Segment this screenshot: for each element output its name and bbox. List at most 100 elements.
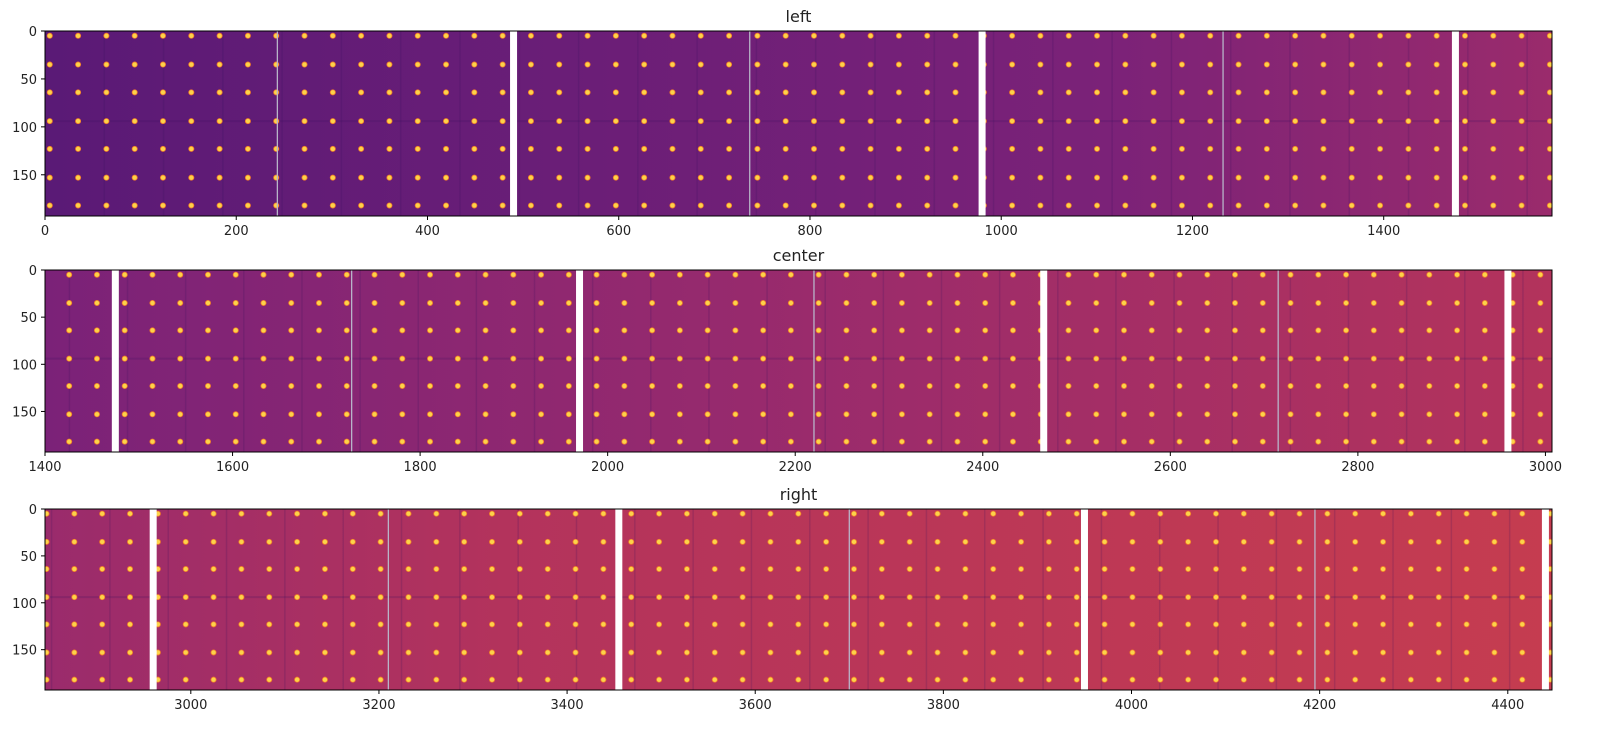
- bright-spot: [443, 145, 450, 152]
- bright-spot: [131, 118, 138, 125]
- bright-spot: [544, 594, 551, 601]
- bright-spot: [1176, 438, 1183, 445]
- bright-spot: [867, 32, 874, 39]
- bright-spot: [787, 438, 794, 445]
- bright-spot: [1009, 202, 1016, 209]
- bright-spot: [732, 271, 739, 278]
- bright-spot: [238, 594, 245, 601]
- bright-spot: [538, 355, 545, 362]
- bright-spot: [527, 118, 534, 125]
- bright-spot: [895, 202, 902, 209]
- bright-spot: [1287, 271, 1294, 278]
- bright-spot: [210, 510, 217, 517]
- bright-spot: [787, 327, 794, 334]
- bright-spot: [1370, 382, 1377, 389]
- bright-spot: [1009, 61, 1016, 68]
- x-tick-label: 1400: [1367, 224, 1400, 239]
- bright-spot: [732, 438, 739, 445]
- bright-spot: [182, 621, 189, 628]
- bright-spot: [316, 382, 323, 389]
- bright-spot: [815, 300, 822, 307]
- bright-spot: [1461, 61, 1468, 68]
- bright-spot: [1045, 538, 1052, 545]
- bright-spot: [1207, 118, 1214, 125]
- bright-spot: [843, 355, 850, 362]
- bright-spot: [1435, 649, 1442, 656]
- bright-spot: [244, 89, 251, 96]
- bright-spot: [924, 118, 931, 125]
- bright-spot: [232, 438, 239, 445]
- bright-spot: [510, 411, 517, 418]
- bright-spot: [1348, 145, 1355, 152]
- bright-spot: [204, 411, 211, 418]
- bright-spot: [1185, 649, 1192, 656]
- bright-spot: [1178, 202, 1185, 209]
- bright-spot: [556, 61, 563, 68]
- bright-spot: [934, 676, 941, 683]
- bright-spot: [1204, 355, 1211, 362]
- bright-spot: [471, 202, 478, 209]
- bright-spot: [704, 355, 711, 362]
- bright-spot: [1122, 89, 1129, 96]
- bright-spot: [851, 566, 858, 573]
- bright-spot: [538, 300, 545, 307]
- bright-spot: [1461, 174, 1468, 181]
- bright-spot: [399, 300, 406, 307]
- bright-spot: [760, 355, 767, 362]
- bright-spot: [612, 32, 619, 39]
- bright-spot: [1065, 145, 1072, 152]
- bright-spot: [962, 594, 969, 601]
- bright-spot: [1018, 594, 1025, 601]
- bright-spot: [1343, 327, 1350, 334]
- bright-spot: [704, 382, 711, 389]
- bright-spot: [66, 355, 73, 362]
- x-tick-label: 3200: [362, 698, 395, 713]
- bright-spot: [1009, 355, 1016, 362]
- bright-spot: [149, 327, 156, 334]
- bright-spot: [1454, 355, 1461, 362]
- bright-spot: [1093, 438, 1100, 445]
- bright-spot: [358, 202, 365, 209]
- bright-spot: [1320, 174, 1327, 181]
- bright-spot: [321, 538, 328, 545]
- bright-spot: [1315, 327, 1322, 334]
- bright-spot: [593, 355, 600, 362]
- bright-spot: [954, 300, 961, 307]
- bright-spot: [906, 566, 913, 573]
- bright-spot: [1343, 438, 1350, 445]
- bright-spot: [621, 438, 628, 445]
- bright-spot: [1343, 300, 1350, 307]
- bright-spot: [815, 355, 822, 362]
- bright-spot: [1320, 145, 1327, 152]
- bright-spot: [260, 438, 267, 445]
- bright-spot: [1380, 621, 1387, 628]
- x-tick-label: 1600: [216, 460, 249, 475]
- bright-spot: [760, 271, 767, 278]
- bright-spot: [787, 411, 794, 418]
- x-tick-label: 1800: [404, 460, 437, 475]
- bright-spot: [1176, 300, 1183, 307]
- bright-spot: [1370, 411, 1377, 418]
- bright-spot: [461, 510, 468, 517]
- bright-spot: [565, 300, 572, 307]
- bright-spot: [121, 382, 128, 389]
- bright-spot: [66, 438, 73, 445]
- bright-spot: [329, 32, 336, 39]
- bright-spot: [782, 61, 789, 68]
- bright-spot: [1263, 61, 1270, 68]
- bright-spot: [1185, 538, 1192, 545]
- bright-spot: [1407, 594, 1414, 601]
- bright-spot: [641, 32, 648, 39]
- bright-spot: [1263, 145, 1270, 152]
- bright-spot: [544, 676, 551, 683]
- bright-spot: [99, 649, 106, 656]
- bright-spot: [1037, 32, 1044, 39]
- bright-spot: [1094, 61, 1101, 68]
- bright-spot: [867, 118, 874, 125]
- bright-spot: [1407, 538, 1414, 545]
- bright-spot: [1435, 538, 1442, 545]
- bright-spot: [1148, 411, 1155, 418]
- bright-spot: [405, 649, 412, 656]
- bright-spot: [1481, 382, 1488, 389]
- bright-spot: [711, 538, 718, 545]
